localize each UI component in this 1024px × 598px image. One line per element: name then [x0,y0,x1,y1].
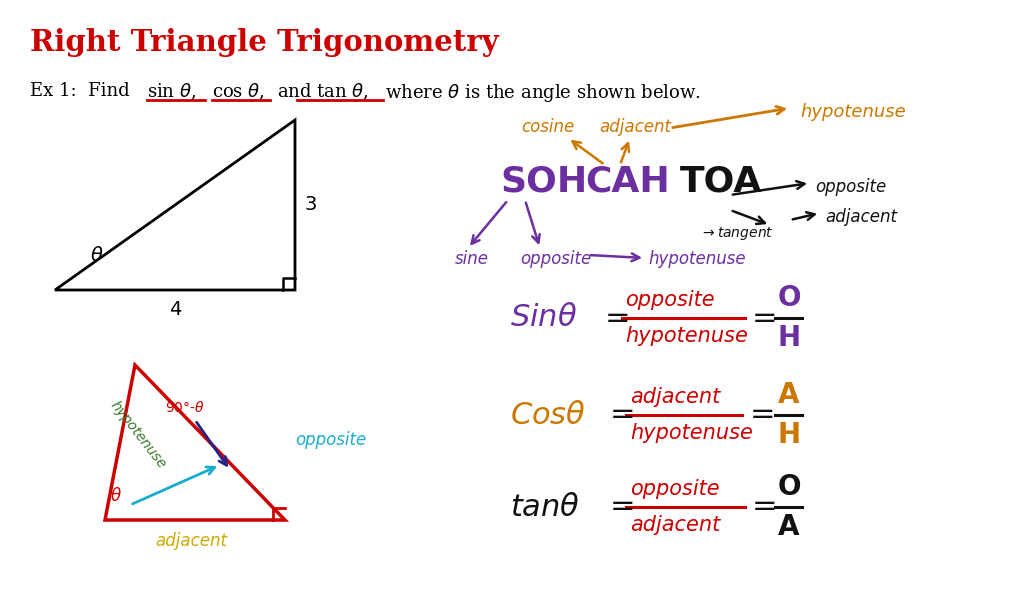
Text: sin $\theta$,: sin $\theta$, [147,82,197,102]
Text: =: = [752,304,777,332]
Text: adjacent: adjacent [155,532,227,550]
Text: adjacent: adjacent [599,118,671,136]
Text: where $\theta$ is the angle shown below.: where $\theta$ is the angle shown below. [385,82,701,104]
Text: =: = [750,401,775,429]
Text: opposite: opposite [520,250,591,268]
Text: H: H [778,324,801,352]
Text: opposite: opposite [295,431,367,449]
Text: adjacent: adjacent [630,387,720,407]
Text: $Cos\theta$: $Cos\theta$ [510,401,586,429]
Text: A: A [778,513,800,541]
Text: $\theta$: $\theta$ [90,246,103,265]
Text: cos $\theta$,: cos $\theta$, [212,82,265,102]
Text: $\rightarrow$tangent: $\rightarrow$tangent [700,225,774,242]
Text: =: = [610,493,636,521]
Text: cosine: cosine [521,118,574,136]
Text: sine: sine [455,250,489,268]
Text: hypotenuse: hypotenuse [108,399,169,471]
Text: 90$\degree$-$\theta$: 90$\degree$-$\theta$ [165,400,205,415]
Text: adjacent: adjacent [630,515,720,535]
Text: and tan $\theta$,: and tan $\theta$, [278,82,369,102]
Text: opposite: opposite [625,290,715,310]
Text: SOH: SOH [500,165,587,199]
Text: =: = [610,401,636,429]
Text: $\theta$: $\theta$ [110,487,122,505]
Text: A: A [778,381,800,409]
Text: hypotenuse: hypotenuse [630,423,753,443]
Text: H: H [778,421,801,449]
Text: hypotenuse: hypotenuse [625,326,748,346]
Text: opposite: opposite [815,178,886,196]
Text: $Sin\theta$: $Sin\theta$ [510,304,578,332]
Text: O: O [778,284,802,312]
Text: hypotenuse: hypotenuse [648,250,745,268]
Text: $tan\theta$: $tan\theta$ [510,493,580,521]
Text: =: = [605,304,631,332]
Text: opposite: opposite [630,479,720,499]
Text: 4: 4 [169,300,181,319]
Text: O: O [778,473,802,501]
Text: CAH: CAH [585,165,670,199]
Text: =: = [752,493,777,521]
Text: 3: 3 [305,196,317,215]
Text: hypotenuse: hypotenuse [800,103,906,121]
Text: adjacent: adjacent [825,208,897,226]
Text: TOA: TOA [680,165,763,199]
Text: Ex 1:  Find: Ex 1: Find [30,82,135,100]
Text: Right Triangle Trigonometry: Right Triangle Trigonometry [30,28,499,57]
